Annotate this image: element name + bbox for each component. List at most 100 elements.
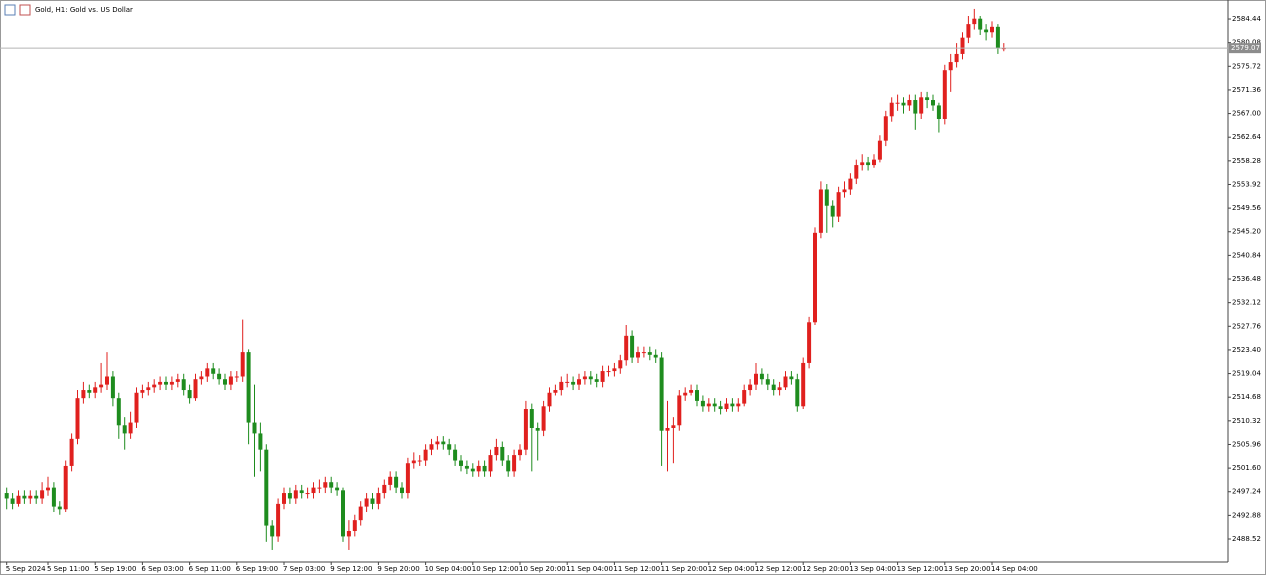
candle-body [630, 335, 635, 358]
candle-body [506, 460, 511, 472]
x-tick-label: 11 Sep 20:00 [661, 565, 708, 573]
x-tick-label: 11 Sep 12:00 [613, 565, 660, 573]
candle-body [553, 390, 558, 393]
candle-body [577, 379, 581, 385]
candle-body [429, 444, 434, 450]
candle-body [612, 368, 617, 372]
candle-body [718, 406, 723, 410]
candle-body [228, 376, 233, 385]
candle-body [105, 376, 109, 385]
candle-body [842, 189, 847, 193]
y-tick-label: 2540.84 [1232, 251, 1261, 259]
candle-body [636, 352, 640, 358]
candle-body [276, 503, 281, 537]
candle-body [411, 460, 416, 464]
candle-body [689, 390, 694, 393]
candle-body [116, 398, 121, 426]
candle-body [205, 368, 210, 377]
candle-body [10, 498, 15, 504]
candle-body [110, 376, 115, 399]
candle-body [223, 379, 227, 385]
candle-body [653, 354, 658, 358]
candle-body [724, 403, 729, 410]
x-tick-label: 10 Sep 20:00 [519, 565, 566, 573]
candle-body [51, 487, 56, 507]
candle-body [447, 444, 452, 450]
candle-body [736, 403, 741, 407]
candle-body [677, 395, 682, 426]
candle-body [807, 322, 812, 363]
candle-body [866, 162, 871, 166]
candle-body [960, 37, 965, 54]
candle-body [913, 100, 918, 114]
candle-body [394, 476, 399, 488]
candle-body [81, 390, 86, 399]
candle-body [46, 487, 50, 491]
candle-body [700, 400, 705, 407]
candle-body [400, 487, 404, 494]
candle-body [659, 357, 664, 431]
candle-body [860, 162, 865, 166]
y-tick-label: 2558.28 [1232, 157, 1261, 165]
candle-body [252, 422, 257, 434]
candle-body [435, 441, 440, 445]
candle-body [128, 422, 133, 434]
x-tick-label: 13 Sep 20:00 [944, 565, 991, 573]
candle-body [152, 384, 157, 388]
candle-body [919, 97, 924, 114]
candle-body [995, 26, 1000, 49]
x-tick-label: 13 Sep 12:00 [897, 565, 944, 573]
candle-body [824, 189, 829, 206]
candle-body [69, 438, 74, 466]
candle-body [683, 392, 688, 396]
candle-body [193, 379, 198, 399]
candle-body [423, 449, 428, 461]
candle-body [523, 409, 528, 450]
x-tick-label: 6 Sep 11:00 [189, 565, 231, 573]
candle-body [588, 376, 593, 380]
candle-body [818, 189, 823, 233]
candle-body [22, 495, 27, 499]
candle-body [476, 465, 481, 472]
candle-body [364, 498, 369, 507]
candle-body [665, 427, 670, 431]
candle-body [565, 381, 570, 383]
candle-body [240, 352, 245, 377]
x-tick-label: 10 Sep 04:00 [425, 565, 472, 573]
candle-body [382, 484, 387, 494]
y-tick-label: 2545.20 [1232, 228, 1261, 236]
candle-body [34, 495, 39, 499]
y-tick-label: 2523.40 [1232, 346, 1261, 354]
candle-body [547, 392, 552, 407]
candle-body [199, 376, 204, 380]
candle-body [801, 362, 806, 407]
x-tick-label: 5 Sep 11:00 [47, 565, 89, 573]
candle-body [559, 381, 564, 391]
y-tick-label: 2501.60 [1232, 464, 1261, 472]
candle-body [299, 490, 304, 494]
y-tick-label: 2492.88 [1232, 511, 1261, 519]
candle-body [164, 381, 168, 385]
candle-body [889, 102, 894, 117]
x-tick-label: 6 Sep 19:00 [236, 565, 278, 573]
candle-body [895, 102, 900, 104]
candle-body [518, 449, 522, 456]
y-tick-label: 2510.32 [1232, 417, 1261, 425]
candle-body [789, 376, 794, 380]
candle-body [87, 390, 92, 393]
x-tick-label: 5 Sep 2024 [6, 565, 46, 573]
candle-body [541, 406, 546, 431]
candle-body [258, 433, 263, 450]
candle-body [453, 449, 458, 461]
candle-body [582, 376, 587, 380]
candle-body [441, 441, 446, 445]
candle-body [830, 205, 835, 217]
y-tick-label: 2549.56 [1232, 204, 1261, 212]
x-tick-label: 12 Sep 20:00 [802, 565, 849, 573]
candle-body [966, 24, 971, 38]
candle-body [978, 18, 983, 30]
candle-body [459, 460, 463, 466]
candle-body [358, 506, 363, 521]
x-tick-label: 5 Sep 19:00 [94, 565, 136, 573]
